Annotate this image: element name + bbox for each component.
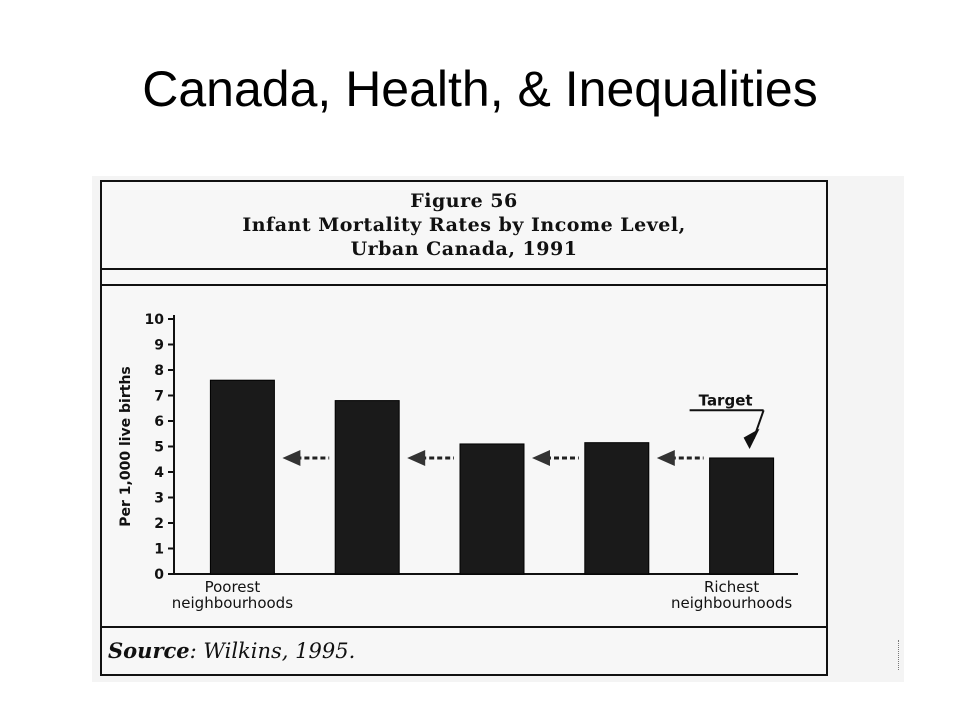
y-tick-label: 1 <box>154 542 164 558</box>
scan-artifact <box>898 640 903 670</box>
y-tick-label: 3 <box>154 491 164 507</box>
y-tick-label: 9 <box>154 338 164 354</box>
source-label: Source <box>108 638 190 663</box>
arrow-head <box>532 449 550 466</box>
bar-chart: 0 1 2 3 4 5 6 7 8 9 10 Per 1,000 live births Target P… <box>118 312 798 612</box>
slide-title: Canada, Health, & Inequalities <box>142 61 818 117</box>
y-tick-label: 4 <box>154 465 164 481</box>
y-tick-label: 0 <box>154 567 164 583</box>
y-axis-label: Per 1,000 live births <box>118 366 134 527</box>
bar <box>459 443 525 575</box>
x-category-label: neighbourhoods <box>671 594 792 612</box>
target-pointer-head <box>743 428 760 450</box>
arrow-head <box>282 449 301 466</box>
y-tick-label: 10 <box>145 312 165 328</box>
bar <box>709 457 775 575</box>
arrow-head <box>407 449 426 466</box>
figure-frame: Figure 56 Infant Mortality Rates by Inco… <box>100 180 828 676</box>
arrow-head <box>656 449 675 466</box>
y-tick-label: 8 <box>154 363 164 379</box>
bar <box>584 442 650 575</box>
y-tick-label: 6 <box>154 414 164 430</box>
bar <box>209 379 275 575</box>
y-tick-label: 7 <box>154 389 164 405</box>
figure-header: Figure 56 Infant Mortality Rates by Inco… <box>102 182 826 270</box>
x-category-label: Poorest <box>205 578 261 596</box>
figure-title-line-2: Urban Canada, 1991 <box>350 238 578 260</box>
target-annotation: Target <box>699 392 753 410</box>
x-category-label: Richest <box>704 578 759 596</box>
figure-title-line-1: Infant Mortality Rates by Income Level, <box>242 214 686 236</box>
figure-source: Source: Wilkins, 1995. <box>102 626 826 674</box>
bar <box>334 400 400 575</box>
x-category-label: neighbourhoods <box>172 594 293 612</box>
y-tick-label: 2 <box>154 516 164 532</box>
header-divider-line <box>100 284 828 286</box>
source-citation: Source: Wilkins, 1995. <box>108 638 355 663</box>
y-tick-label: 5 <box>154 440 164 456</box>
figure-number: Figure 56 <box>410 190 518 212</box>
source-text: : Wilkins, 1995. <box>189 639 356 663</box>
